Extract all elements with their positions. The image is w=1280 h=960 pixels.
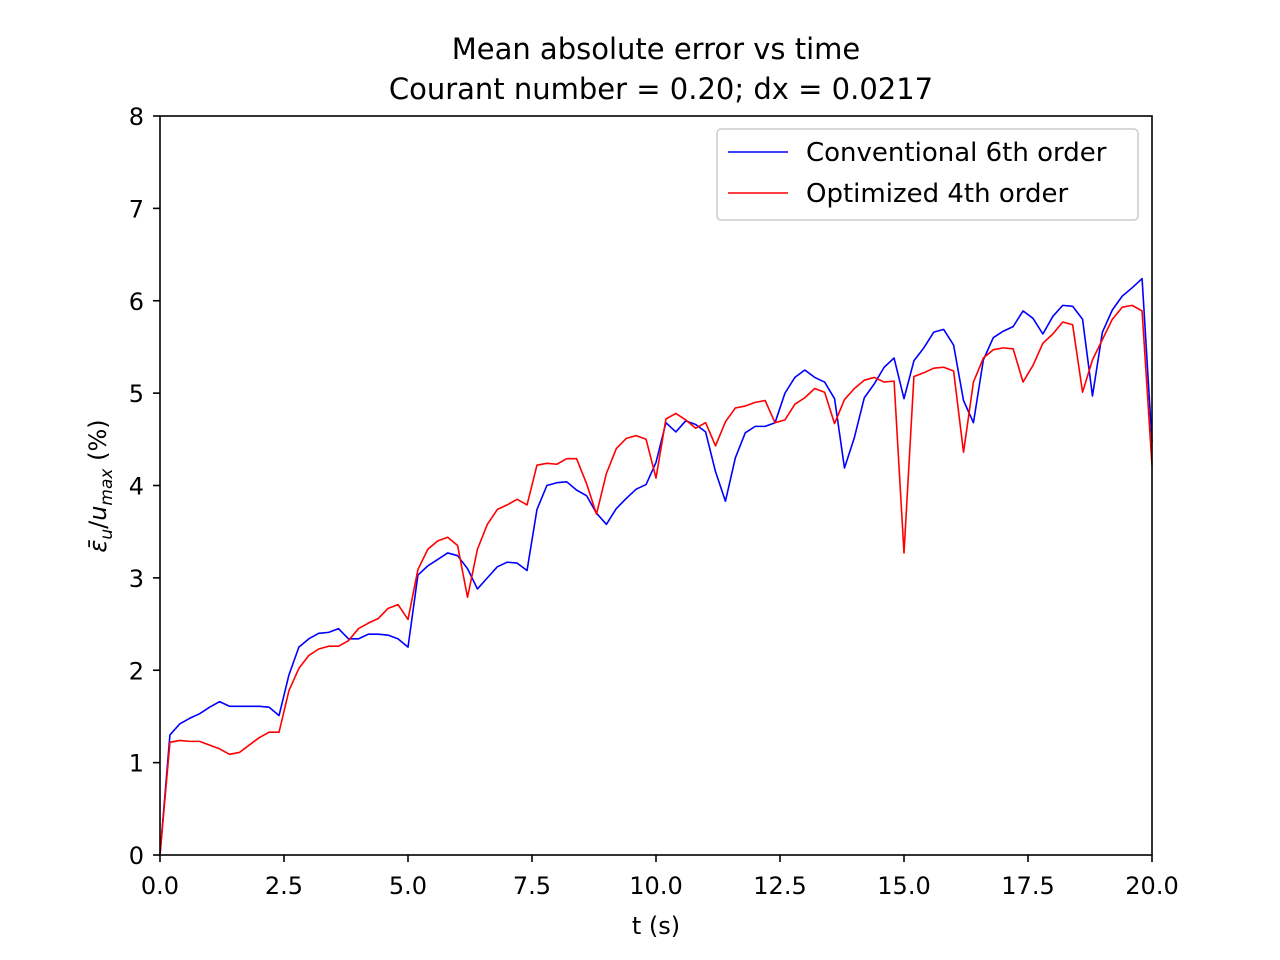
legend-box: [716, 128, 1139, 221]
y-tick-label: 3: [129, 565, 144, 593]
x-tick-label: 17.5: [1001, 872, 1054, 900]
y-tick-label: 1: [129, 750, 144, 778]
chart-subtitle: Courant number = 0.20; dx = 0.0217: [389, 72, 933, 106]
y-label-unit: (%): [84, 419, 112, 468]
y-tick-label: 5: [129, 380, 144, 408]
y-axis-label: ε̄u/umax (%): [84, 419, 117, 552]
y-label-sub-u: u: [97, 529, 117, 540]
x-tick-label: 20.0: [1125, 872, 1178, 900]
series-line-conventional-6th-order: [159, 277, 1153, 856]
x-tick-label: 5.0: [389, 872, 427, 900]
x-axis-ticks: 0.0 2.5 5.0 7.5 10.0 12.5 15.0 17.5 20.0: [141, 855, 1179, 900]
y-tick-label: 4: [129, 473, 144, 501]
x-tick-label: 15.0: [877, 872, 930, 900]
legend-label-conventional: Conventional 6th order: [806, 138, 1107, 168]
chart-title: Mean absolute error vs time: [452, 32, 861, 66]
y-tick-label: 6: [129, 288, 144, 316]
plot-frame: [159, 115, 1153, 856]
x-tick-label: 10.0: [629, 872, 682, 900]
legend: Conventional 6th order Optimized 4th ord…: [716, 128, 1139, 221]
x-tick-label: 7.5: [513, 872, 551, 900]
y-label-sub-max: max: [97, 468, 117, 506]
series-layer: [159, 277, 1153, 856]
x-tick-label: 12.5: [753, 872, 806, 900]
y-tick-label: 0: [129, 842, 144, 870]
y-axis-ticks: 0 1 2 3 4 5 6 7 8: [129, 103, 160, 870]
y-label-slash: /: [84, 520, 112, 529]
x-axis-label: t (s): [632, 912, 680, 940]
y-label-epsilon: ε̄: [84, 540, 112, 553]
series-line-optimized-4th-order: [159, 304, 1153, 856]
x-tick-label: 2.5: [265, 872, 303, 900]
y-tick-label: 2: [129, 657, 144, 685]
x-tick-label: 0.0: [141, 872, 179, 900]
legend-label-optimized: Optimized 4th order: [806, 179, 1068, 209]
y-label-u: u: [84, 506, 112, 521]
y-tick-label: 8: [129, 103, 144, 131]
y-tick-label: 7: [129, 195, 144, 223]
